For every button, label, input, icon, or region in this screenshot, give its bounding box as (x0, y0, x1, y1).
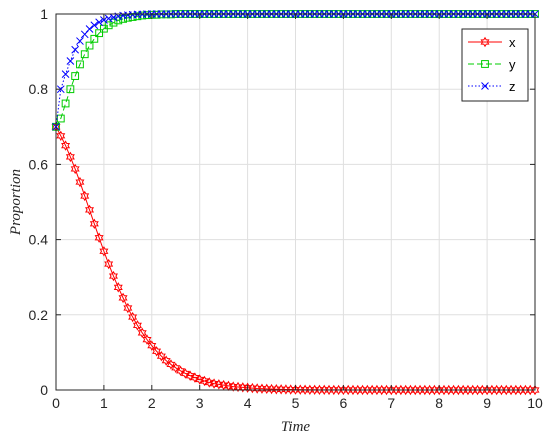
legend-label-z: z (509, 79, 516, 94)
x-tick-label: 9 (483, 395, 491, 411)
data-point-x (80, 190, 90, 202)
legend: xyz (461, 28, 529, 102)
data-point-x (142, 334, 152, 345)
data-point-y (95, 29, 104, 38)
data-point-x (152, 346, 162, 357)
x-axis-label: Time (281, 419, 311, 435)
x-tick-label: 4 (244, 395, 252, 411)
data-point-z (109, 13, 118, 22)
data-point-x (190, 372, 200, 383)
y-tick-label: 0.8 (29, 81, 49, 97)
x-tick-label: 10 (527, 395, 543, 411)
data-point-z (66, 57, 75, 65)
data-point-x (89, 218, 99, 230)
data-point-x (65, 151, 75, 163)
data-point-x (99, 246, 109, 257)
data-point-y (71, 72, 80, 80)
legend-label-x: x (509, 35, 516, 50)
x-tick-label: 1 (100, 395, 108, 411)
data-point-x (70, 163, 80, 175)
data-point-y (109, 18, 118, 27)
legend-box (461, 28, 529, 102)
data-point-z (71, 45, 80, 54)
legend-label-y: y (509, 57, 516, 72)
x-tick-label: 7 (387, 395, 395, 411)
data-point-x (161, 355, 171, 366)
data-point-z (100, 16, 108, 24)
data-point-x (204, 377, 214, 388)
data-point-x (75, 176, 85, 188)
data-point-z (95, 18, 103, 27)
y-tick-label: 0 (40, 382, 48, 398)
data-point-z (104, 14, 113, 23)
data-point-z (61, 70, 70, 79)
data-point-x (530, 384, 540, 396)
data-point-x (113, 282, 123, 293)
data-point-z (85, 25, 94, 33)
series-x (51, 121, 540, 396)
data-point-y (85, 41, 94, 50)
series-line-z (55, 13, 535, 127)
y-tick-label: 0.6 (29, 156, 49, 172)
data-point-z (90, 21, 99, 30)
data-point-x (56, 130, 66, 142)
data-point-x (180, 368, 190, 379)
data-point-x (123, 302, 133, 314)
data-point-x (199, 375, 209, 387)
data-point-x (171, 362, 181, 374)
data-point-x (128, 311, 138, 323)
data-point-x (156, 350, 166, 362)
legend-marker-y (481, 60, 489, 68)
data-point-y (66, 85, 75, 94)
data-point-x (94, 232, 104, 243)
legend-marker-z (481, 82, 489, 90)
data-point-x (132, 320, 142, 331)
data-point-x (195, 374, 205, 385)
x-tick-label: 3 (196, 395, 204, 411)
data-point-y (76, 60, 84, 69)
data-point-y (104, 21, 113, 30)
x-tick-label: 2 (148, 395, 156, 411)
y-tick-label: 0.4 (29, 232, 49, 248)
data-point-x (166, 359, 176, 370)
legend-marker-x (480, 36, 490, 48)
x-tick-label: 8 (435, 395, 443, 411)
axis-ticks: 0 1 2 3 4 5 6 7 8 9 10 0 0.2 0.4 0.6 0.8 1 (29, 6, 543, 411)
data-point-x (108, 270, 118, 282)
data-point-x (147, 340, 157, 351)
data-point-z (76, 37, 84, 45)
y-tick-label: 1 (40, 6, 48, 22)
data-point-x (137, 327, 147, 339)
data-point-x (85, 204, 95, 216)
data-point-y (90, 34, 99, 43)
data-point-x (61, 140, 71, 151)
y-tick-label: 0.2 (29, 307, 49, 323)
data-point-y (80, 50, 89, 59)
data-point-x (185, 370, 195, 381)
data-point-y (114, 16, 123, 25)
x-tick-label: 6 (340, 395, 348, 411)
data-point-x (104, 258, 114, 270)
x-tick-label: 5 (292, 395, 300, 411)
data-point-y (61, 99, 70, 108)
data-point-x (176, 365, 186, 377)
x-tick-label: 0 (52, 395, 60, 411)
data-point-x (118, 292, 128, 304)
y-axis-label: Proportion (8, 169, 24, 236)
